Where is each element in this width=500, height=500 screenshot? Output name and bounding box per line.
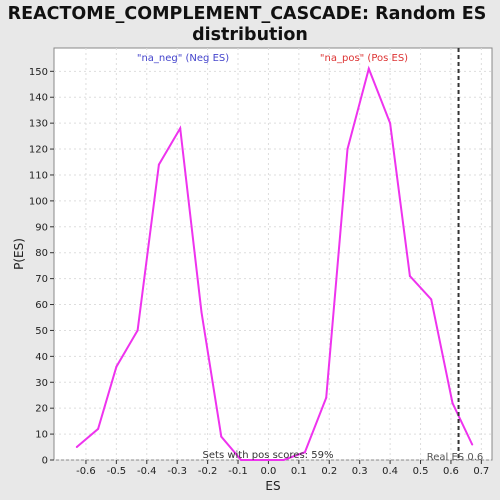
data-point	[157, 163, 160, 166]
data-point	[282, 459, 285, 461]
pos-es-label: "na_pos" (Pos ES)	[320, 53, 408, 64]
y-tick-label: 30	[35, 378, 48, 389]
x-tick-label: -0.3	[167, 466, 187, 477]
y-tick-label: 50	[35, 326, 48, 337]
data-point	[220, 435, 223, 438]
y-tick-label: 60	[35, 300, 48, 311]
y-tick-label: 0	[42, 456, 48, 467]
data-point	[115, 365, 118, 368]
x-tick-label: -0.6	[76, 466, 96, 477]
x-tick-label: 0.6	[443, 466, 459, 477]
chart-title-line2: distribution	[192, 25, 308, 45]
chart-title-line1: REACTOME_COMPLEMENT_CASCADE: Random ES	[8, 4, 487, 24]
y-tick-label: 140	[29, 93, 48, 104]
x-tick-label: 0.1	[291, 466, 307, 477]
x-tick-label: -0.4	[137, 466, 157, 477]
pos-scores-label: Sets with pos scores: 59%	[203, 450, 334, 461]
x-tick-label: -0.1	[228, 466, 248, 477]
data-point	[325, 396, 328, 399]
y-tick-label: 110	[29, 170, 48, 181]
data-point	[240, 459, 243, 461]
x-axis-label: ES	[265, 479, 280, 493]
data-point	[367, 67, 370, 70]
y-tick-label: 10	[35, 430, 48, 441]
y-tick-label: 40	[35, 352, 48, 363]
es-distribution-line	[76, 65, 474, 461]
y-tick-label: 120	[29, 145, 48, 156]
data-point	[136, 329, 139, 332]
data-point	[389, 122, 392, 125]
data-point	[430, 298, 433, 301]
real-es-label: Real ES 0.6	[427, 452, 483, 463]
data-point	[303, 451, 306, 454]
data-point	[408, 275, 411, 278]
x-tick-label: 0.3	[352, 466, 368, 477]
data-point	[261, 459, 264, 461]
y-tick-label: 90	[35, 222, 48, 233]
x-tick-label: -0.2	[198, 466, 218, 477]
x-tick-label: 0.4	[382, 466, 398, 477]
data-point	[451, 401, 454, 404]
y-tick-label: 150	[29, 67, 48, 78]
y-axis-label: P(ES)	[12, 238, 26, 270]
y-tick-label: 70	[35, 274, 48, 285]
data-point	[346, 148, 349, 151]
data-point	[179, 127, 182, 130]
series-points	[75, 67, 474, 461]
x-tick-label: 0.0	[260, 466, 276, 477]
y-tick-label: 130	[29, 119, 48, 130]
y-axis-ticks: 0 10 20 30 40 50 60 70 80 90 100 110 120 130 140 150	[29, 67, 54, 467]
data-point	[200, 311, 203, 314]
y-tick-label: 100	[29, 196, 48, 207]
neg-es-label: "na_neg" (Neg ES)	[137, 53, 229, 64]
plot-area	[53, 47, 493, 461]
x-tick-label: 0.5	[413, 466, 429, 477]
data-point	[97, 427, 100, 430]
y-tick-label: 20	[35, 404, 48, 415]
y-tick-label: 80	[35, 248, 48, 259]
data-point	[471, 443, 474, 446]
data-point	[75, 446, 78, 449]
x-tick-label: 0.2	[321, 466, 337, 477]
x-tick-label: 0.7	[473, 466, 489, 477]
x-tick-label: -0.5	[107, 466, 127, 477]
x-axis-ticks: -0.6 -0.5 -0.4 -0.3 -0.2 -0.1 0.0 0.1 0.2 0.3 0.4 0…	[76, 460, 489, 477]
